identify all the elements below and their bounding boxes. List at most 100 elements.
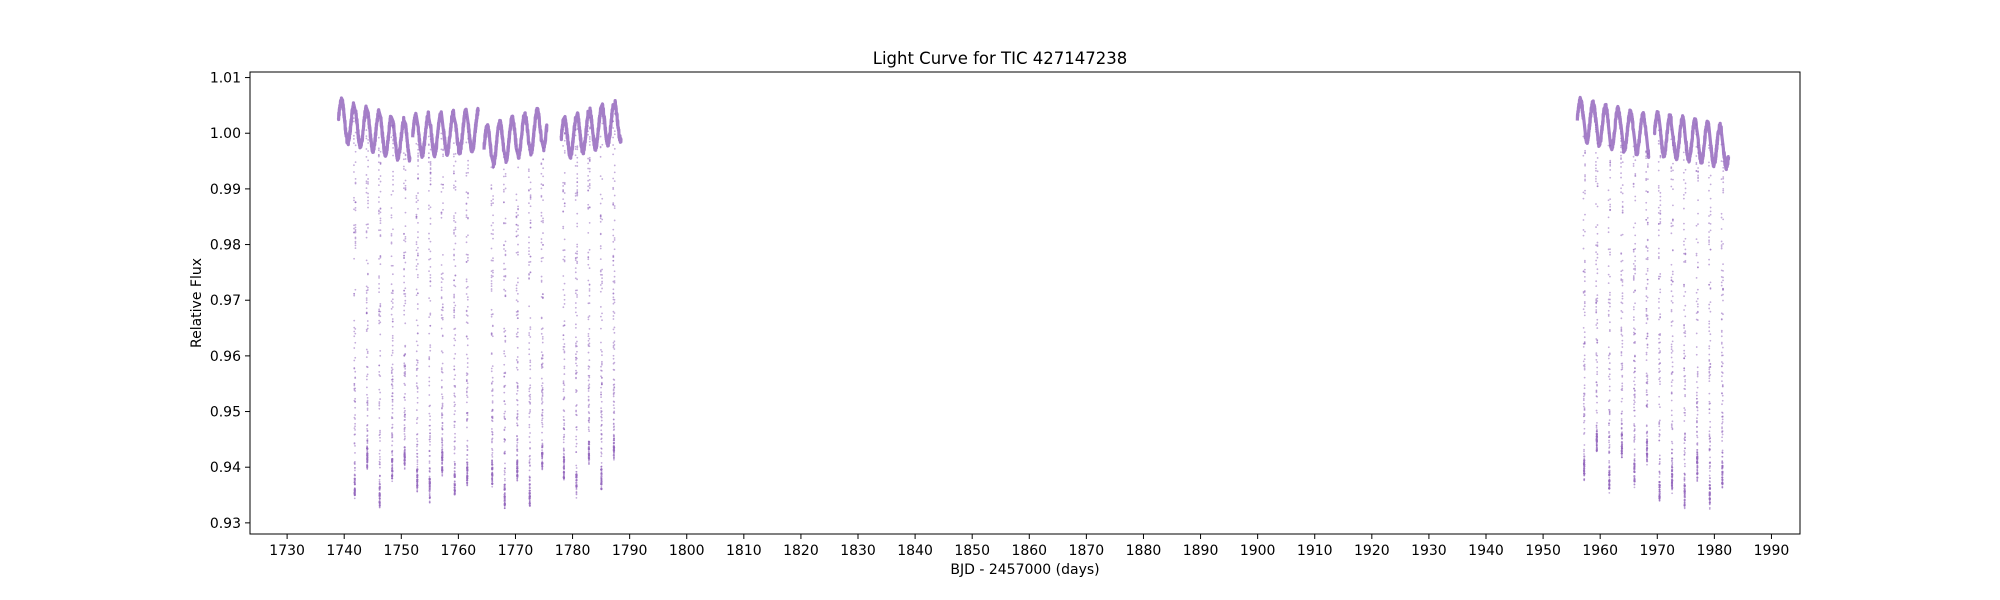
eclipse-point	[378, 229, 380, 232]
eclipse-point	[1670, 225, 1673, 228]
eclipse-point	[1583, 342, 1586, 345]
eclipse-point	[1608, 411, 1611, 413]
eclipse-point	[465, 401, 468, 404]
eclipse-minimum-point	[1696, 472, 1699, 475]
eclipse-point	[1595, 354, 1598, 356]
eclipse-point	[1658, 307, 1660, 309]
eclipse-minimum-point	[1708, 487, 1712, 490]
eclipse-point	[1620, 151, 1622, 153]
eclipse-point	[503, 201, 505, 204]
eclipse-point	[517, 234, 519, 237]
eclipse-minimum-point	[353, 492, 356, 495]
eclipse-point	[576, 193, 579, 195]
eclipse-point	[465, 353, 468, 356]
eclipse-point	[1583, 427, 1586, 430]
eclipse-point	[367, 262, 369, 265]
eclipse-point	[1658, 439, 1661, 442]
eclipse-point	[390, 369, 393, 372]
eclipse-point	[454, 221, 457, 224]
eclipse-point	[1583, 444, 1586, 446]
eclipse-point	[541, 401, 544, 403]
eclipse-minimum-point	[1696, 457, 1699, 460]
eclipse-point	[453, 279, 455, 282]
eclipse-point	[428, 376, 431, 379]
eclipse-point	[504, 240, 507, 243]
eclipse-point	[1634, 265, 1637, 267]
eclipse-point	[1708, 239, 1710, 242]
eclipse-point	[491, 325, 494, 328]
eclipse-point	[613, 205, 616, 207]
eclipse-point	[1632, 263, 1635, 265]
eclipse-point	[515, 216, 518, 219]
eclipse-minimum-point	[1633, 475, 1636, 478]
eclipse-minimum-point	[575, 481, 578, 484]
y-tick-label: 0.93	[210, 516, 241, 532]
eclipse-point	[504, 187, 507, 190]
eclipse-minimum-point	[541, 465, 544, 468]
eclipse-point	[354, 240, 357, 243]
eclipse-minimum-point	[416, 478, 419, 481]
eclipse-point	[541, 388, 544, 391]
eclipse-point	[541, 336, 544, 338]
eclipse-point	[1645, 246, 1648, 249]
eclipse-point	[379, 466, 381, 469]
eclipse-minimum-point	[453, 488, 456, 492]
eclipse-point	[587, 316, 590, 319]
eclipse-point	[366, 366, 369, 369]
eclipse-point	[588, 116, 591, 119]
eclipse-point	[1695, 155, 1698, 157]
eclipse-point	[613, 458, 615, 461]
eclipse-minimum-point	[541, 444, 544, 447]
eclipse-point	[1607, 282, 1610, 285]
eclipse-point	[1621, 284, 1624, 287]
eclipse-point	[415, 194, 418, 197]
eclipse-minimum-point	[378, 494, 381, 497]
eclipse-point	[427, 144, 430, 147]
eclipse-point	[378, 452, 381, 455]
eclipse-point	[353, 142, 355, 145]
eclipse-point	[1721, 403, 1723, 406]
eclipse-point	[529, 260, 532, 263]
eclipse-point	[1721, 455, 1724, 458]
eclipse-point	[404, 392, 406, 395]
eclipse-point	[1670, 440, 1673, 443]
eclipse-point	[1657, 234, 1660, 237]
eclipse-minimum-point	[403, 449, 406, 453]
eclipse-point	[600, 429, 603, 432]
eclipse-minimum-point	[1708, 497, 1711, 500]
eclipse-point	[1684, 290, 1687, 293]
eclipse-point	[415, 243, 418, 246]
eclipse-point	[1683, 344, 1686, 347]
eclipse-minimum-point	[366, 464, 369, 467]
eclipse-point	[516, 403, 519, 406]
eclipse-point	[540, 275, 543, 278]
eclipse-point	[440, 190, 443, 193]
eclipse-point	[529, 364, 532, 367]
eclipse-point	[352, 138, 355, 140]
eclipse-point	[1658, 277, 1660, 280]
eclipse-point	[574, 256, 577, 259]
eclipse-point	[599, 175, 602, 178]
eclipse-point	[587, 185, 590, 188]
eclipse-minimum-point	[600, 472, 603, 475]
eclipse-point	[415, 258, 418, 261]
eclipse-point	[601, 312, 603, 315]
eclipse-minimum-point	[1645, 453, 1649, 457]
eclipse-point	[467, 259, 469, 262]
eclipse-point	[1596, 373, 1599, 376]
eclipse-point	[442, 253, 444, 256]
eclipse-point	[1696, 419, 1698, 422]
eclipse-point	[379, 229, 382, 232]
eclipse-point	[466, 305, 469, 308]
eclipse-point	[515, 398, 518, 401]
eclipse-point	[587, 419, 590, 422]
eclipse-point	[1620, 140, 1622, 142]
eclipse-point	[415, 294, 418, 297]
eclipse-point	[1722, 299, 1724, 302]
eclipse-point	[1584, 192, 1586, 195]
eclipse-point	[1632, 319, 1635, 321]
eclipse-point	[1696, 374, 1699, 376]
eclipse-point	[1621, 205, 1624, 208]
eclipse-point	[365, 301, 368, 304]
eclipse-point	[587, 426, 590, 429]
